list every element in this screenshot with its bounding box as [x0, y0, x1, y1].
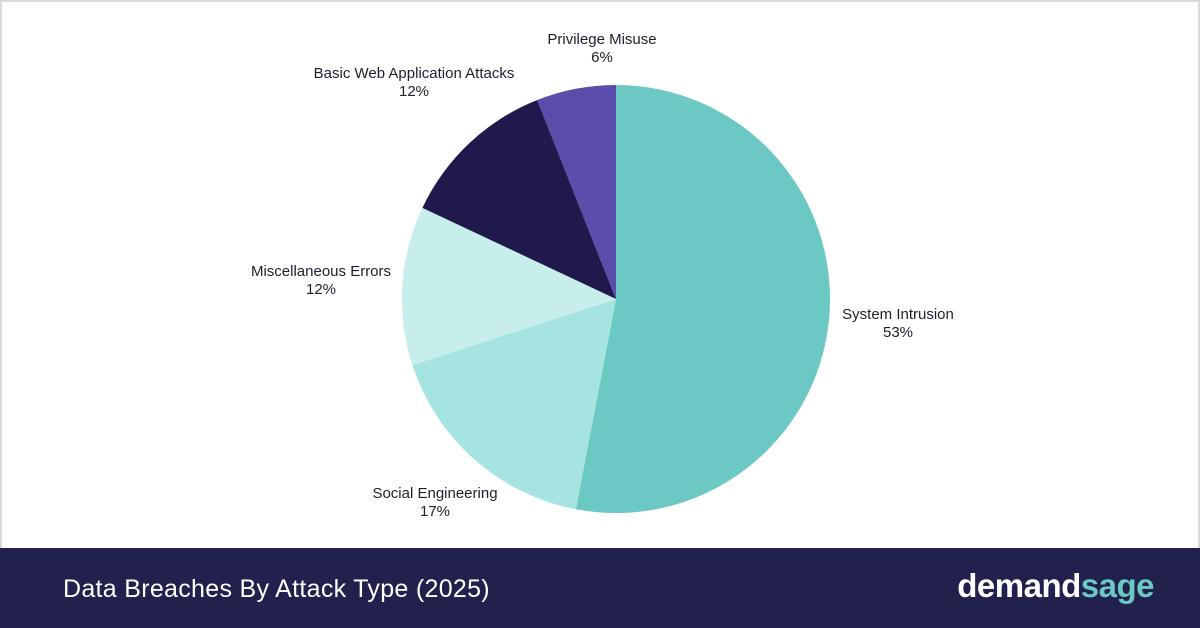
slice-label-value: 12% — [398, 83, 430, 100]
brand-logo-part2: sage — [1080, 567, 1155, 604]
slice-label-name: System Intrusion — [842, 306, 954, 323]
slice-label: Basic Web Application Attacks 12% — [314, 65, 515, 101]
slice-label-value: 17% — [419, 503, 451, 520]
chart-title: Data Breaches By Attack Type (2025) — [63, 575, 490, 603]
pie-slice-system-intrusion — [575, 85, 830, 513]
brand-logo: demandsage — [957, 566, 1154, 606]
slice-label: Privilege Misuse 6% — [547, 31, 656, 67]
slice-label: Miscellaneous Errors 12% — [251, 263, 391, 299]
pie-slice-privilege-misuse — [537, 85, 616, 299]
pie-chart — [402, 85, 830, 513]
pie-slice-social-engineering — [412, 299, 616, 510]
slice-label-name: Privilege Misuse — [547, 31, 657, 48]
brand-logo-part1: demand — [957, 567, 1081, 604]
slice-label-value: 53% — [882, 324, 914, 341]
slice-label: System Intrusion 53% — [842, 306, 954, 342]
footer-bar: Data Breaches By Attack Type (2025) dema… — [0, 548, 1200, 628]
slice-label-name: Social Engineering — [372, 485, 498, 502]
slice-label-name: Miscellaneous Errors — [250, 263, 392, 280]
pie-slice-basic-web-application-attacks — [422, 100, 616, 299]
slice-label-name: Basic Web Application Attacks — [313, 65, 515, 82]
slice-label: Social Engineering 17% — [372, 485, 497, 521]
slice-label-value: 12% — [305, 281, 337, 298]
pie-slice-miscellaneous-errors — [402, 207, 616, 366]
chart-area: System Intrusion 53% Social Engineering 17%… — [2, 2, 1200, 550]
slice-label-value: 6% — [591, 49, 613, 66]
